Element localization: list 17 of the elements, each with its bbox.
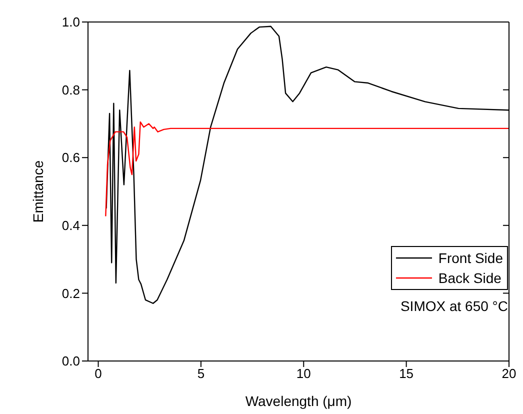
legend-label: Back Side bbox=[438, 269, 502, 288]
legend-label: Front Side bbox=[438, 249, 503, 268]
x-tick-label: 0 bbox=[94, 366, 102, 382]
line-series bbox=[105, 121, 509, 217]
annotation: SIMOX at 650 °C bbox=[400, 298, 508, 314]
y-tick-label: 0.2 bbox=[62, 286, 80, 301]
x-axis-title: Wavelength (μm) bbox=[245, 393, 352, 409]
y-axis-title: Emittance bbox=[30, 160, 46, 223]
y-tick-label: 0.0 bbox=[62, 354, 80, 369]
y-tick-label: 1.0 bbox=[62, 14, 80, 30]
x-tick-label: 10 bbox=[296, 366, 311, 382]
x-tick-label: 15 bbox=[399, 366, 414, 382]
x-tick-label: 5 bbox=[197, 366, 205, 382]
x-tick-label: 20 bbox=[502, 366, 516, 382]
y-tick-label: 0.4 bbox=[62, 218, 80, 234]
y-tick-label: 0.8 bbox=[62, 82, 80, 98]
y-tick-label: 0.6 bbox=[62, 150, 80, 166]
